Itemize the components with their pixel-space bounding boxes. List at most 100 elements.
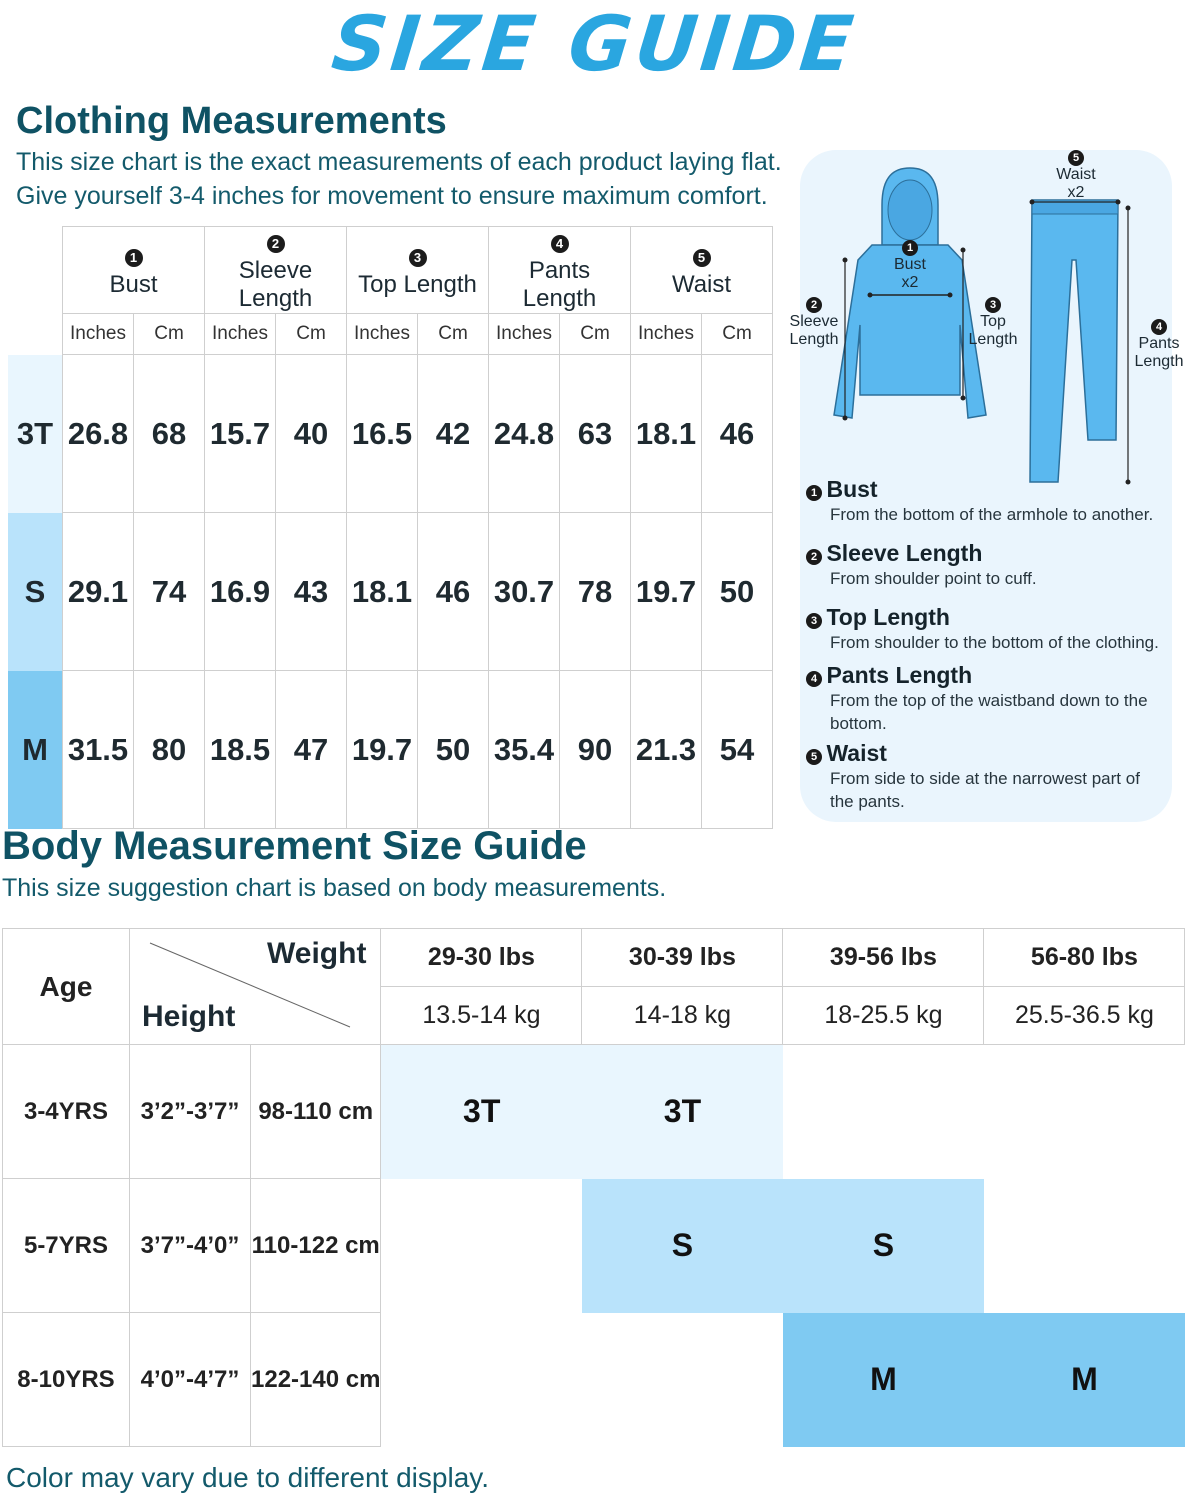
cell-value: 40 [275, 354, 347, 513]
unit-inches: Inches [488, 313, 560, 355]
cell-value: 18.5 [204, 670, 276, 829]
unit-cm: Cm [559, 313, 631, 355]
diagonal-divider [149, 942, 351, 1028]
cell-value: 31.5 [62, 670, 134, 829]
unit-inches: Inches [62, 313, 134, 355]
age-cell: 3-4YRS [2, 1044, 130, 1179]
cell-value: 63 [559, 354, 631, 513]
definition-bust: 1 Bust From the bottom of the armhole to… [806, 476, 1170, 540]
size-cell [984, 1045, 1185, 1179]
age-header: Age [2, 928, 130, 1045]
cell-value: 46 [701, 354, 773, 513]
cell-value: 16.9 [204, 512, 276, 671]
diagram-label-sleeve-length: 2 Sleeve Length [789, 297, 839, 348]
cell-value: 19.7 [346, 670, 418, 829]
weight-lbs: 56-80 lbs [983, 928, 1186, 987]
cell-value: 35.4 [488, 670, 560, 829]
weight-label: Weight [267, 937, 367, 970]
weight-lbs: 39-56 lbs [782, 928, 985, 987]
diagram-label-top-length: 3 Top Length [968, 297, 1018, 348]
cell-value: 21.3 [630, 670, 702, 829]
unit-cm: Cm [701, 313, 773, 355]
size-cell [381, 1313, 582, 1447]
height-ft-cell: 4’0”-4’7” [129, 1312, 251, 1447]
cell-value: 18.1 [346, 512, 418, 671]
cell-value: 50 [701, 512, 773, 671]
height-ft-cell: 3’2”-3’7” [129, 1044, 251, 1179]
cell-value: 30.7 [488, 512, 560, 671]
weight-kg: 25.5-36.5 kg [983, 986, 1186, 1045]
size-cell: S [782, 1178, 984, 1313]
cell-value: 43 [275, 512, 347, 671]
weight-lbs: 30-39 lbs [581, 928, 784, 987]
table-row: 5-7YRS 3’7”-4’0” 110-122 cm S S [2, 1178, 1185, 1313]
pants-illustration [1029, 199, 1131, 485]
body-desc: This size suggestion chart is based on b… [2, 874, 667, 902]
size-cell: S [581, 1178, 783, 1313]
table-row: S 29.1 74 16.9 43 18.1 46 30.7 78 19.7 5… [8, 512, 773, 671]
height-ft-cell: 3’7”-4’0” [129, 1178, 251, 1313]
cell-value: 47 [275, 670, 347, 829]
clothing-desc-2: Give yourself 3-4 inches for movement to… [16, 182, 768, 210]
footer-note: Color may vary due to different display. [6, 1462, 489, 1493]
cell-value: 90 [559, 670, 631, 829]
definition-sleeve-length: 2 Sleeve Length From shoulder point to c… [806, 540, 1170, 604]
table-corner [8, 227, 63, 355]
definition-pants-length: 4 Pants Length From the top of the waist… [806, 662, 1170, 740]
cell-value: 54 [701, 670, 773, 829]
height-cm-cell: 98-110 cm [249, 1044, 382, 1179]
col-header-bust: 1 Bust [62, 226, 205, 314]
unit-inches: Inches [630, 313, 702, 355]
age-cell: 8-10YRS [2, 1312, 130, 1447]
unit-cm: Cm [133, 313, 205, 355]
cell-value: 19.7 [630, 512, 702, 671]
cell-value: 78 [559, 512, 631, 671]
col-header-waist: 5 Waist [630, 226, 773, 314]
diagram-label-bust: 1 Bust x2 [893, 240, 926, 291]
body-size-table: Age Weight Height 29-30 lbs 30-39 lbs 39… [2, 928, 1186, 1447]
cell-value: 50 [417, 670, 489, 829]
cell-value: 18.1 [630, 354, 702, 513]
age-cell: 5-7YRS [2, 1178, 130, 1313]
size-label: S [8, 512, 63, 671]
size-cell: M [782, 1312, 984, 1447]
cell-value: 15.7 [204, 354, 276, 513]
weight-height-header: Weight Height [128, 928, 382, 1045]
cell-value: 16.5 [346, 354, 418, 513]
table-row: 3-4YRS 3’2”-3’7” 98-110 cm 3T 3T [2, 1044, 1185, 1179]
hoodie-illustration [833, 167, 987, 421]
clothing-heading: Clothing Measurements [16, 100, 447, 142]
size-cell [984, 1179, 1185, 1313]
size-cell: 3T [581, 1044, 783, 1179]
cell-value: 26.8 [62, 354, 134, 513]
diagram-label-pants-length: 4 Pants Length [1134, 319, 1184, 370]
definition-top-length: 3 Top Length From shoulder to the bottom… [806, 604, 1170, 662]
col-header-sleeve-length: 2 Sleeve Length [204, 226, 347, 314]
cell-value: 68 [133, 354, 205, 513]
definitions-list: 1 Bust From the bottom of the armhole to… [806, 476, 1170, 813]
size-cell: 3T [380, 1044, 582, 1179]
col-header-top-length: 3 Top Length [346, 226, 489, 314]
weight-kg: 18-25.5 kg [782, 986, 985, 1045]
weight-lbs: 29-30 lbs [380, 928, 583, 987]
size-cell [582, 1313, 783, 1447]
cell-value: 80 [133, 670, 205, 829]
weight-kg: 14-18 kg [581, 986, 784, 1045]
cell-value: 42 [417, 354, 489, 513]
unit-inches: Inches [346, 313, 418, 355]
unit-cm: Cm [417, 313, 489, 355]
height-label: Height [142, 1000, 236, 1033]
size-label: M [8, 670, 63, 829]
table-row: 3T 26.8 68 15.7 40 16.5 42 24.8 63 18.1 … [8, 354, 773, 513]
height-cm-cell: 110-122 cm [249, 1178, 382, 1313]
weight-kg: 13.5-14 kg [380, 986, 583, 1045]
size-cell [783, 1045, 984, 1179]
col-header-pants-length: 4 Pants Length [488, 226, 631, 314]
size-cell: M [983, 1312, 1185, 1447]
unit-inches: Inches [204, 313, 276, 355]
size-label: 3T [8, 354, 63, 513]
body-heading: Body Measurement Size Guide [2, 824, 587, 868]
page-title: SIZE GUIDE [327, 0, 862, 88]
diagram-label-waist: 5 Waist x2 [1056, 150, 1096, 201]
cell-value: 24.8 [488, 354, 560, 513]
